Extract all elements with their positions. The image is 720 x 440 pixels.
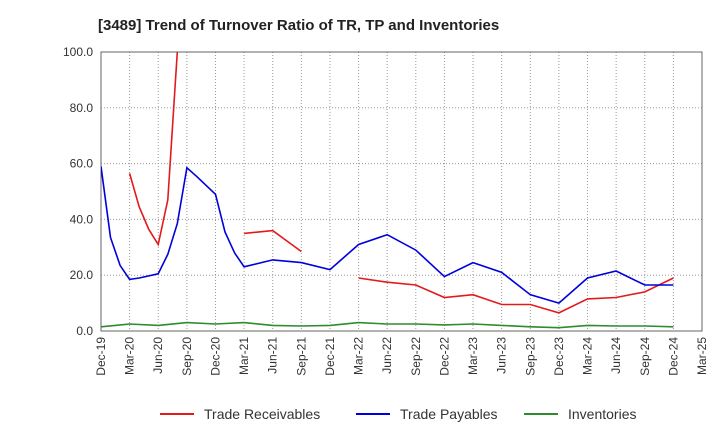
x-tick-label: Mar-20 <box>123 337 137 375</box>
y-tick-label: 100.0 <box>63 45 93 59</box>
trade-receivables-line <box>128 52 179 247</box>
x-tick-label: Dec-23 <box>552 337 566 376</box>
y-tick-label: 60.0 <box>70 157 94 171</box>
x-tick-label: Dec-24 <box>666 337 680 376</box>
x-tick-label: Mar-22 <box>352 337 366 375</box>
x-tick-label: Sep-22 <box>409 337 423 376</box>
legend-label: Inventories <box>568 406 636 422</box>
x-tick-label: Sep-23 <box>523 337 537 376</box>
trade-payables-line <box>101 166 674 304</box>
x-tick-label: Sep-21 <box>294 337 308 376</box>
inventories-line <box>101 321 674 329</box>
legend-item-trade-payables: Trade Payables <box>356 406 498 422</box>
x-tick-label: Jun-22 <box>380 337 394 374</box>
x-tick-label: Dec-20 <box>208 337 222 376</box>
x-tick-label: Mar-21 <box>237 337 251 375</box>
x-tick-label: Sep-24 <box>638 337 652 376</box>
chart-title: [3489] Trend of Turnover Ratio of TR, TP… <box>98 17 499 34</box>
x-tick-label: Mar-23 <box>466 337 480 375</box>
y-tick-label: 40.0 <box>70 212 94 226</box>
trade-receivables-line <box>244 229 302 253</box>
y-tick-label: 80.0 <box>70 101 94 115</box>
trade-receivables-line <box>358 277 674 314</box>
x-tick-label: Dec-21 <box>323 337 337 376</box>
y-tick-label: 20.0 <box>70 268 94 282</box>
x-tick-label: Jun-23 <box>495 337 509 374</box>
legend-item-inventories: Inventories <box>524 406 636 422</box>
x-tick-label: Dec-22 <box>437 337 451 376</box>
x-tick-label: Sep-20 <box>180 337 194 376</box>
x-tick-label: Mar-24 <box>581 337 595 375</box>
y-tick-label: 0.0 <box>76 324 93 338</box>
legend: Trade Receivables Trade Payables Inventori… <box>160 406 636 422</box>
x-tick-label: Mar-25 <box>695 337 709 375</box>
legend-label: Trade Receivables <box>204 406 320 422</box>
x-tick-label: Jun-24 <box>609 337 623 374</box>
legend-label: Trade Payables <box>400 406 498 422</box>
x-tick-label: Jun-20 <box>151 337 165 374</box>
plot-area: Dec-19 Mar-20 Jun-20 Sep-20 Dec-20 Mar-21 Jun-… <box>63 45 709 376</box>
x-tick-label: Dec-19 <box>94 337 108 376</box>
x-tick-label: Jun-21 <box>266 337 280 374</box>
legend-item-trade-receivables: Trade Receivables <box>160 406 320 422</box>
plot-frame <box>100 51 703 332</box>
